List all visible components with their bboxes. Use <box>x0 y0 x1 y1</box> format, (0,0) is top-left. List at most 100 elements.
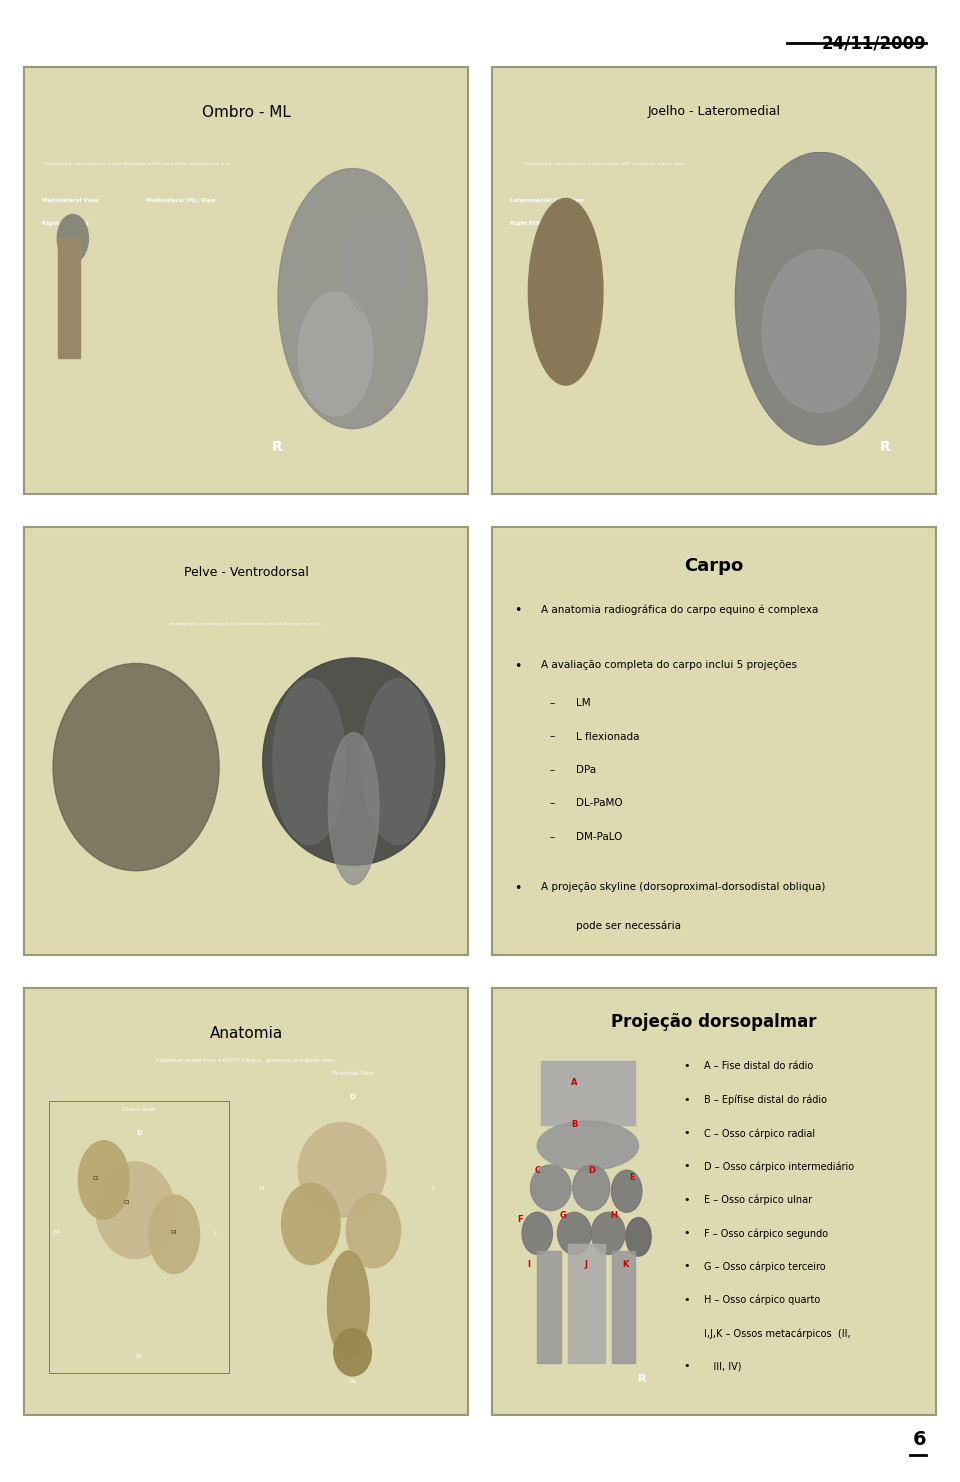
Ellipse shape <box>347 1193 400 1267</box>
Text: •: • <box>684 1162 690 1171</box>
Ellipse shape <box>573 1165 610 1211</box>
Text: •: • <box>684 1295 690 1304</box>
Ellipse shape <box>299 292 372 415</box>
Ellipse shape <box>263 658 444 865</box>
Text: B: B <box>571 1120 578 1129</box>
Text: Joelho - Lateromedial: Joelho - Lateromedial <box>647 105 780 119</box>
Ellipse shape <box>58 215 88 262</box>
Text: C – Osso cárpico radial: C – Osso cárpico radial <box>704 1128 815 1138</box>
Bar <box>538 1251 561 1363</box>
Text: •: • <box>515 605 521 617</box>
Text: A anatomia radiográfica do carpo equino é complexa: A anatomia radiográfica do carpo equino … <box>540 605 818 615</box>
Text: •: • <box>515 659 521 673</box>
Text: A projeção skyline (dorsoproximal-dorsodistal obliqua): A projeção skyline (dorsoproximal-dorsod… <box>540 882 826 892</box>
Text: R: R <box>880 440 891 455</box>
Bar <box>567 1243 605 1363</box>
Text: D: D <box>349 1094 355 1100</box>
Text: Radiographic positioning for a right Mediolateral (ML) view of the glenohumeral : Radiographic positioning for a right Med… <box>44 162 231 166</box>
Ellipse shape <box>327 1251 370 1359</box>
Ellipse shape <box>149 1194 200 1273</box>
Text: Proximal Row: Proximal Row <box>331 1071 373 1076</box>
Text: R: R <box>637 1374 646 1384</box>
Text: M: M <box>258 1186 264 1192</box>
Text: Right Shoulder: Right Shoulder <box>42 221 88 225</box>
Text: L: L <box>432 1186 435 1192</box>
Text: •: • <box>684 1229 690 1237</box>
Text: Pa: Pa <box>135 1355 143 1359</box>
Text: Right Stifle: Right Stifle <box>510 221 545 225</box>
Text: –: – <box>550 732 555 741</box>
Text: Ombro - ML: Ombro - ML <box>202 105 291 120</box>
Text: LM: LM <box>576 698 591 708</box>
Ellipse shape <box>528 199 603 385</box>
Text: C4: C4 <box>171 1230 178 1236</box>
Text: Anatomia: Anatomia <box>209 1026 282 1040</box>
Text: J: J <box>585 1260 588 1270</box>
Bar <box>612 1251 636 1363</box>
Ellipse shape <box>522 1212 552 1254</box>
Text: G: G <box>559 1211 566 1220</box>
Text: C2: C2 <box>93 1175 99 1181</box>
Text: –: – <box>550 698 555 708</box>
Text: Pa: Pa <box>348 1378 356 1384</box>
Ellipse shape <box>281 1184 340 1264</box>
Text: R: R <box>272 440 282 455</box>
Text: D – Osso cárpico intermediário: D – Osso cárpico intermediário <box>704 1162 853 1172</box>
Ellipse shape <box>299 1122 386 1217</box>
Ellipse shape <box>328 732 379 885</box>
Text: C: C <box>534 1166 540 1175</box>
Text: A avaliação completa do carpo inclui 5 projeções: A avaliação completa do carpo inclui 5 p… <box>540 659 797 670</box>
Ellipse shape <box>53 664 219 871</box>
Text: G – Osso cárpico terceiro: G – Osso cárpico terceiro <box>704 1261 826 1272</box>
Ellipse shape <box>96 1162 174 1258</box>
Text: F – Osso cárpico segundo: F – Osso cárpico segundo <box>704 1229 828 1239</box>
Text: pode ser necessária: pode ser necessária <box>576 920 682 931</box>
Text: •: • <box>684 1362 690 1371</box>
Text: Pelve - Ventrodorsal: Pelve - Ventrodorsal <box>183 566 308 578</box>
Text: DL-PaMO: DL-PaMO <box>576 799 623 808</box>
Text: D: D <box>136 1129 142 1135</box>
Text: E: E <box>629 1172 635 1181</box>
Ellipse shape <box>612 1171 642 1212</box>
Text: 6: 6 <box>913 1430 926 1449</box>
Ellipse shape <box>735 153 906 445</box>
Text: Radiographic positioning for a ventrodorsal view of the equine pelvis.: Radiographic positioning for a ventrodor… <box>170 622 323 627</box>
Ellipse shape <box>626 1218 651 1257</box>
Text: •: • <box>684 1128 690 1138</box>
Text: Carpo: Carpo <box>684 557 744 575</box>
Bar <box>58 239 81 359</box>
Text: E – Osso cárpico ulnar: E – Osso cárpico ulnar <box>704 1194 812 1205</box>
Text: 24/11/2009: 24/11/2009 <box>822 34 926 52</box>
Text: Mediolateral (ML) View: Mediolateral (ML) View <box>146 197 216 203</box>
Text: M: M <box>53 1230 59 1236</box>
Text: I,J,K – Ossos metacárpicos  (II,: I,J,K – Ossos metacárpicos (II, <box>704 1328 851 1338</box>
Ellipse shape <box>762 250 879 412</box>
Text: III, IV): III, IV) <box>704 1362 741 1371</box>
Text: F: F <box>517 1215 523 1224</box>
Ellipse shape <box>342 218 406 314</box>
Text: H: H <box>610 1211 616 1220</box>
Text: •: • <box>684 1194 690 1205</box>
Text: Mediolateral View: Mediolateral View <box>42 197 99 203</box>
Text: I: I <box>527 1260 530 1270</box>
Ellipse shape <box>558 1212 591 1254</box>
Text: A: A <box>571 1077 578 1086</box>
Text: H – Osso cárpico quarto: H – Osso cárpico quarto <box>704 1295 820 1306</box>
Text: A – Fise distal do rádio: A – Fise distal do rádio <box>704 1061 813 1071</box>
Text: Radiographic positioning for a lateromedial (LM) view of the equine stifle.: Radiographic positioning for a lateromed… <box>525 162 686 166</box>
Text: DM-PaLO: DM-PaLO <box>576 831 623 842</box>
Text: L flexionada: L flexionada <box>576 732 640 741</box>
Ellipse shape <box>79 1141 130 1220</box>
Ellipse shape <box>278 169 427 428</box>
Ellipse shape <box>273 679 346 845</box>
Text: C3: C3 <box>124 1200 131 1205</box>
Text: K: K <box>622 1260 628 1270</box>
Text: Distal Row: Distal Row <box>123 1107 156 1112</box>
Text: Lateromedial (LM) View: Lateromedial (LM) View <box>510 197 584 203</box>
Text: –: – <box>550 831 555 842</box>
Text: B – Epífise distal do rádio: B – Epífise distal do rádio <box>704 1095 827 1106</box>
Text: –: – <box>550 765 555 775</box>
Ellipse shape <box>591 1212 625 1254</box>
Text: •: • <box>684 1261 690 1272</box>
Text: Individual bones from a RIGHT Carpus:  proximal and distal rows.: Individual bones from a RIGHT Carpus: pr… <box>156 1058 336 1063</box>
